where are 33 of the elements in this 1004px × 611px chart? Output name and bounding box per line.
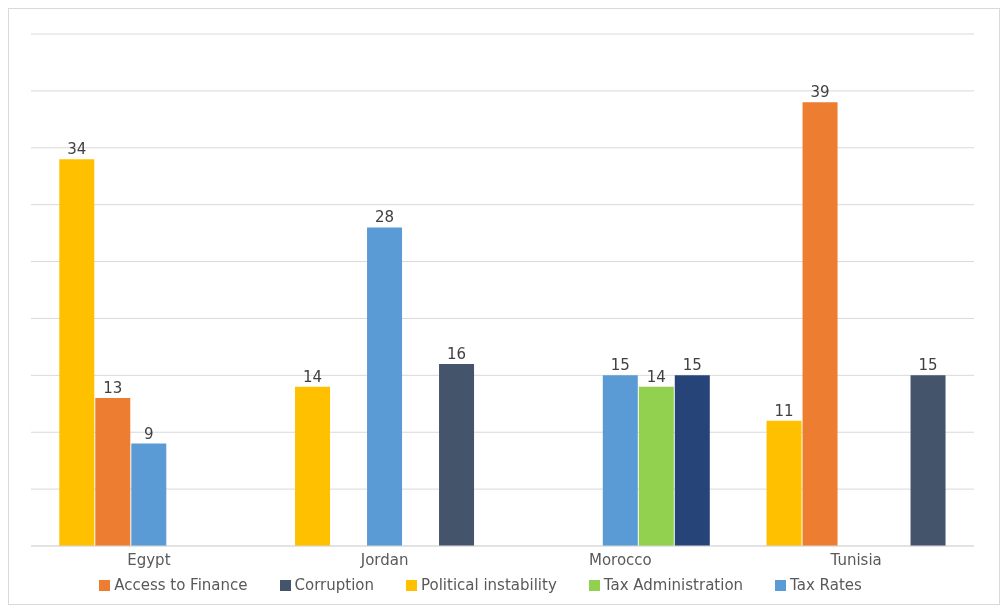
bar — [367, 227, 403, 546]
data-label: 34 — [67, 140, 87, 159]
data-label: 15 — [682, 356, 702, 375]
data-label: 9 — [144, 424, 154, 443]
bar — [802, 102, 838, 546]
data-label: 16 — [446, 344, 467, 363]
bar — [95, 398, 131, 546]
data-label: 15 — [918, 356, 938, 375]
bar — [602, 375, 638, 546]
x-tick-label: Tunisia — [829, 550, 882, 569]
data-label: 15 — [610, 356, 630, 375]
legend-label: Corruption — [294, 576, 374, 594]
data-label: 28 — [374, 208, 395, 227]
legend-label: Tax Administration — [603, 576, 744, 594]
legend-label: Political instability — [421, 576, 557, 594]
bar — [910, 375, 946, 546]
bar — [131, 443, 167, 546]
bar — [295, 386, 331, 546]
x-tick-label: Egypt — [127, 550, 171, 569]
bar — [674, 375, 710, 546]
bar — [59, 159, 95, 546]
x-tick-label: Morocco — [588, 550, 652, 569]
data-label: 13 — [103, 379, 123, 398]
data-label: 11 — [774, 401, 794, 420]
bar — [638, 386, 674, 546]
legend-label: Access to Finance — [114, 576, 248, 594]
x-tick-label: Jordan — [359, 550, 409, 569]
bar — [766, 420, 802, 546]
data-label: 39 — [810, 83, 830, 102]
data-label: 14 — [302, 367, 323, 386]
data-label: 14 — [646, 367, 666, 386]
legend-label: Tax Rates — [790, 576, 862, 594]
bar — [439, 363, 475, 546]
